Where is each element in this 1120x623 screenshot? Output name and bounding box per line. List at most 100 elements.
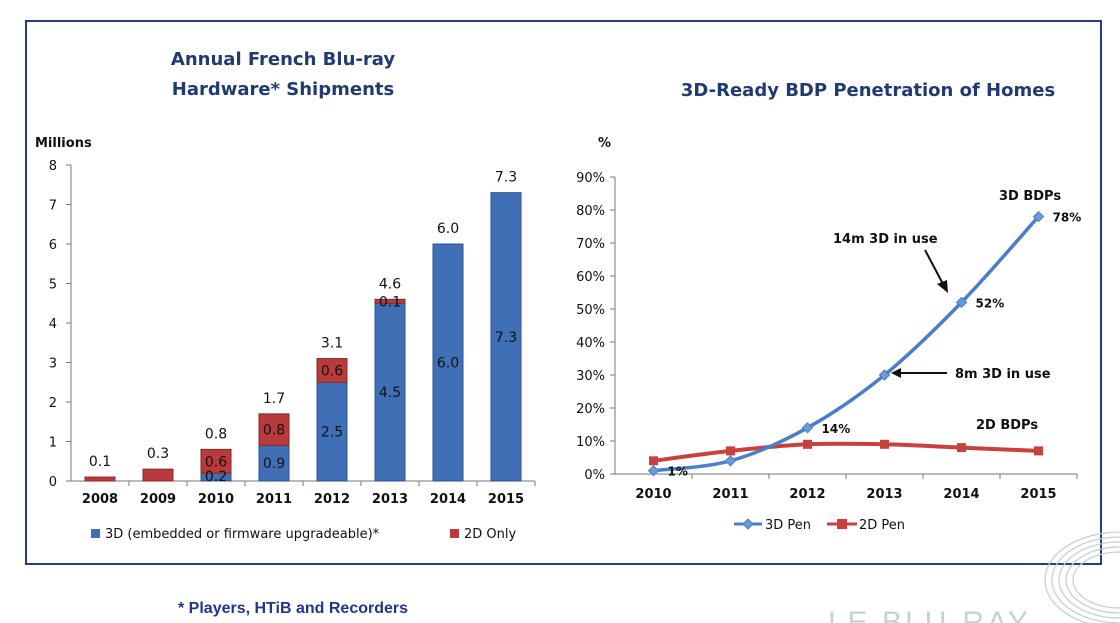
- bar-3d-value-label: 0.9: [263, 456, 285, 472]
- legend-label-3d: 3D (embedded or firmware upgradeable)*: [105, 527, 380, 542]
- annotation-3d-bdps: 3D BDPs: [999, 189, 1061, 204]
- bar-total-label: 3.1: [321, 336, 343, 352]
- bar-total-label: 6.0: [437, 221, 459, 237]
- line-x-tick-label: 2011: [712, 487, 748, 502]
- bar-x-tick-label: 2012: [314, 492, 350, 507]
- annotation-14m-arrow-head: [937, 280, 948, 293]
- line-y-tick-label: 0%: [584, 468, 605, 483]
- legend-label-3d-pen: 3D Pen: [765, 518, 811, 533]
- bar-2d-segment: [142, 468, 174, 482]
- bar-x-tick-label: 2010: [198, 492, 234, 507]
- chart-frame: Annual French Blu-ray Hardware* Shipment…: [25, 20, 1102, 565]
- line-x-tick-label: 2015: [1020, 487, 1056, 502]
- bar-total-label: 7.3: [495, 170, 517, 186]
- bar-2d-value-label: 0.6: [321, 363, 343, 379]
- series-2d-pen-marker: [957, 443, 966, 453]
- bar-total-label: 1.7: [263, 391, 285, 407]
- bar-y-tick-label: 5: [49, 278, 57, 293]
- bar-2d-value-label: 0.1: [379, 294, 401, 310]
- bar-3d-segment: [432, 243, 464, 482]
- line-x-tick-label: 2010: [635, 487, 671, 502]
- bar-2d-segment: [258, 413, 290, 446]
- bar-x-tick-label: 2008: [82, 492, 118, 507]
- bar-3d-value-label: 2.5: [321, 425, 343, 441]
- series-3d-pen-value-label: 78%: [1053, 211, 1082, 225]
- charts-canvas: Annual French Blu-ray Hardware* Shipment…: [35, 49, 1082, 542]
- bar-y-tick-label: 4: [49, 317, 57, 332]
- bar-chart-y-unit: Millions: [35, 136, 92, 151]
- series-3d-pen-marker: [724, 455, 737, 467]
- legend-marker-2d-pen: [837, 519, 847, 529]
- series-3d-pen-marker: [878, 369, 891, 381]
- bar-y-tick-label: 1: [49, 436, 57, 451]
- annotation-8m-3d: 8m 3D in use: [955, 367, 1051, 382]
- line-chart-title: 3D-Ready BDP Penetration of Homes: [681, 80, 1055, 101]
- footnote: * Players, HTiB and Recorders: [178, 600, 409, 617]
- bar-x-tick-label: 2013: [372, 492, 408, 507]
- line-y-tick-label: 90%: [576, 171, 605, 186]
- bar-chart-title-line-1: Annual French Blu-ray: [171, 49, 395, 70]
- bar-x-tick-label: 2009: [140, 492, 176, 507]
- line-x-tick-label: 2013: [866, 487, 902, 502]
- bar-3d-segment: [316, 381, 348, 482]
- line-y-tick-label: 80%: [576, 204, 605, 219]
- annotation-2d-bdps: 2D BDPs: [976, 418, 1038, 433]
- series-3d-pen-value-label: 14%: [822, 422, 851, 436]
- bar-x-tick-label: 2011: [256, 492, 292, 507]
- series-3d-pen-marker: [801, 422, 814, 434]
- bar-y-tick-label: 6: [49, 238, 57, 253]
- series-2d-pen-marker: [880, 439, 889, 449]
- blu-ray-logo: LE BLU-RAY: [828, 531, 1120, 623]
- series-3d-pen-marker: [647, 464, 660, 477]
- series-3d-pen-value-label: 1%: [668, 465, 688, 479]
- bar-3d-value-label: 7.3: [495, 330, 517, 346]
- bar-total-label: 0.3: [147, 446, 169, 462]
- bar-3d-value-label: 4.5: [379, 385, 401, 401]
- legend-swatch-2d: [450, 529, 459, 538]
- annotation-14m-3d: 14m 3D in use: [833, 232, 938, 247]
- series-2d-pen-marker: [1034, 446, 1043, 456]
- bar-3d-segment: [490, 192, 522, 482]
- bar-2d-segment: [84, 476, 116, 482]
- bar-3d-segment: [374, 302, 406, 482]
- annotation-8m-arrow-head: [891, 368, 901, 378]
- bar-x-tick-label: 2014: [430, 492, 466, 507]
- series-2d-pen-marker: [803, 439, 812, 449]
- series-2d-pen-line: [653, 441, 1039, 463]
- bar-3d-value-label: 6.0: [437, 356, 459, 372]
- bar-total-label: 0.1: [89, 454, 111, 470]
- bar-chart-title-line-2: Hardware* Shipments: [172, 79, 394, 100]
- line-chart-y-unit: %: [598, 136, 611, 151]
- bar-y-tick-label: 2: [49, 396, 57, 411]
- bar-2d-value-label: 0.6: [205, 454, 227, 470]
- legend-swatch-3d: [91, 529, 100, 538]
- series-3d-pen-marker: [955, 296, 968, 309]
- line-y-tick-label: 60%: [576, 270, 605, 285]
- annotation-14m-arrow-line: [924, 249, 944, 285]
- bar-2d-value-label: 0.8: [263, 423, 285, 439]
- line-y-tick-label: 50%: [576, 303, 605, 318]
- bar-total-label: 4.6: [379, 276, 401, 292]
- legend-marker-3d-pen: [742, 518, 754, 530]
- line-y-tick-label: 30%: [576, 369, 605, 384]
- bar-y-tick-label: 0: [49, 475, 57, 490]
- bar-y-tick-label: 7: [49, 199, 57, 214]
- bar-y-tick-label: 8: [49, 159, 57, 174]
- series-2d-pen-marker: [726, 446, 735, 456]
- line-y-tick-label: 70%: [576, 237, 605, 252]
- line-x-tick-label: 2014: [943, 487, 979, 502]
- line-y-tick-label: 20%: [576, 402, 605, 417]
- bar-x-tick-label: 2015: [488, 492, 524, 507]
- legend-label-2d: 2D Only: [464, 527, 516, 542]
- series-3d-pen-value-label: 52%: [976, 296, 1005, 310]
- svg-text:LE BLU-RAY: LE BLU-RAY: [828, 606, 1031, 623]
- bar-3d-value-label: 0.2: [205, 469, 227, 485]
- bar-2d-segment: [200, 448, 232, 474]
- series-2d-pen-marker: [649, 456, 658, 466]
- series-3d-pen-marker: [1032, 210, 1045, 223]
- line-y-tick-label: 40%: [576, 336, 605, 351]
- line-y-tick-label: 10%: [576, 435, 605, 450]
- bar-2d-segment: [374, 298, 406, 304]
- bar-total-label: 0.8: [205, 426, 227, 442]
- bar-3d-segment: [258, 444, 290, 482]
